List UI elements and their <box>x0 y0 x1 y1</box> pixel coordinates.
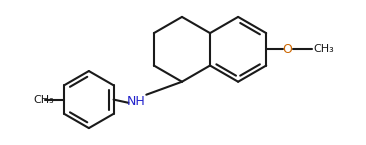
Text: CH₃: CH₃ <box>313 44 334 54</box>
Text: CH₃: CH₃ <box>33 95 54 105</box>
Text: NH: NH <box>127 95 146 108</box>
Text: O: O <box>282 43 292 56</box>
